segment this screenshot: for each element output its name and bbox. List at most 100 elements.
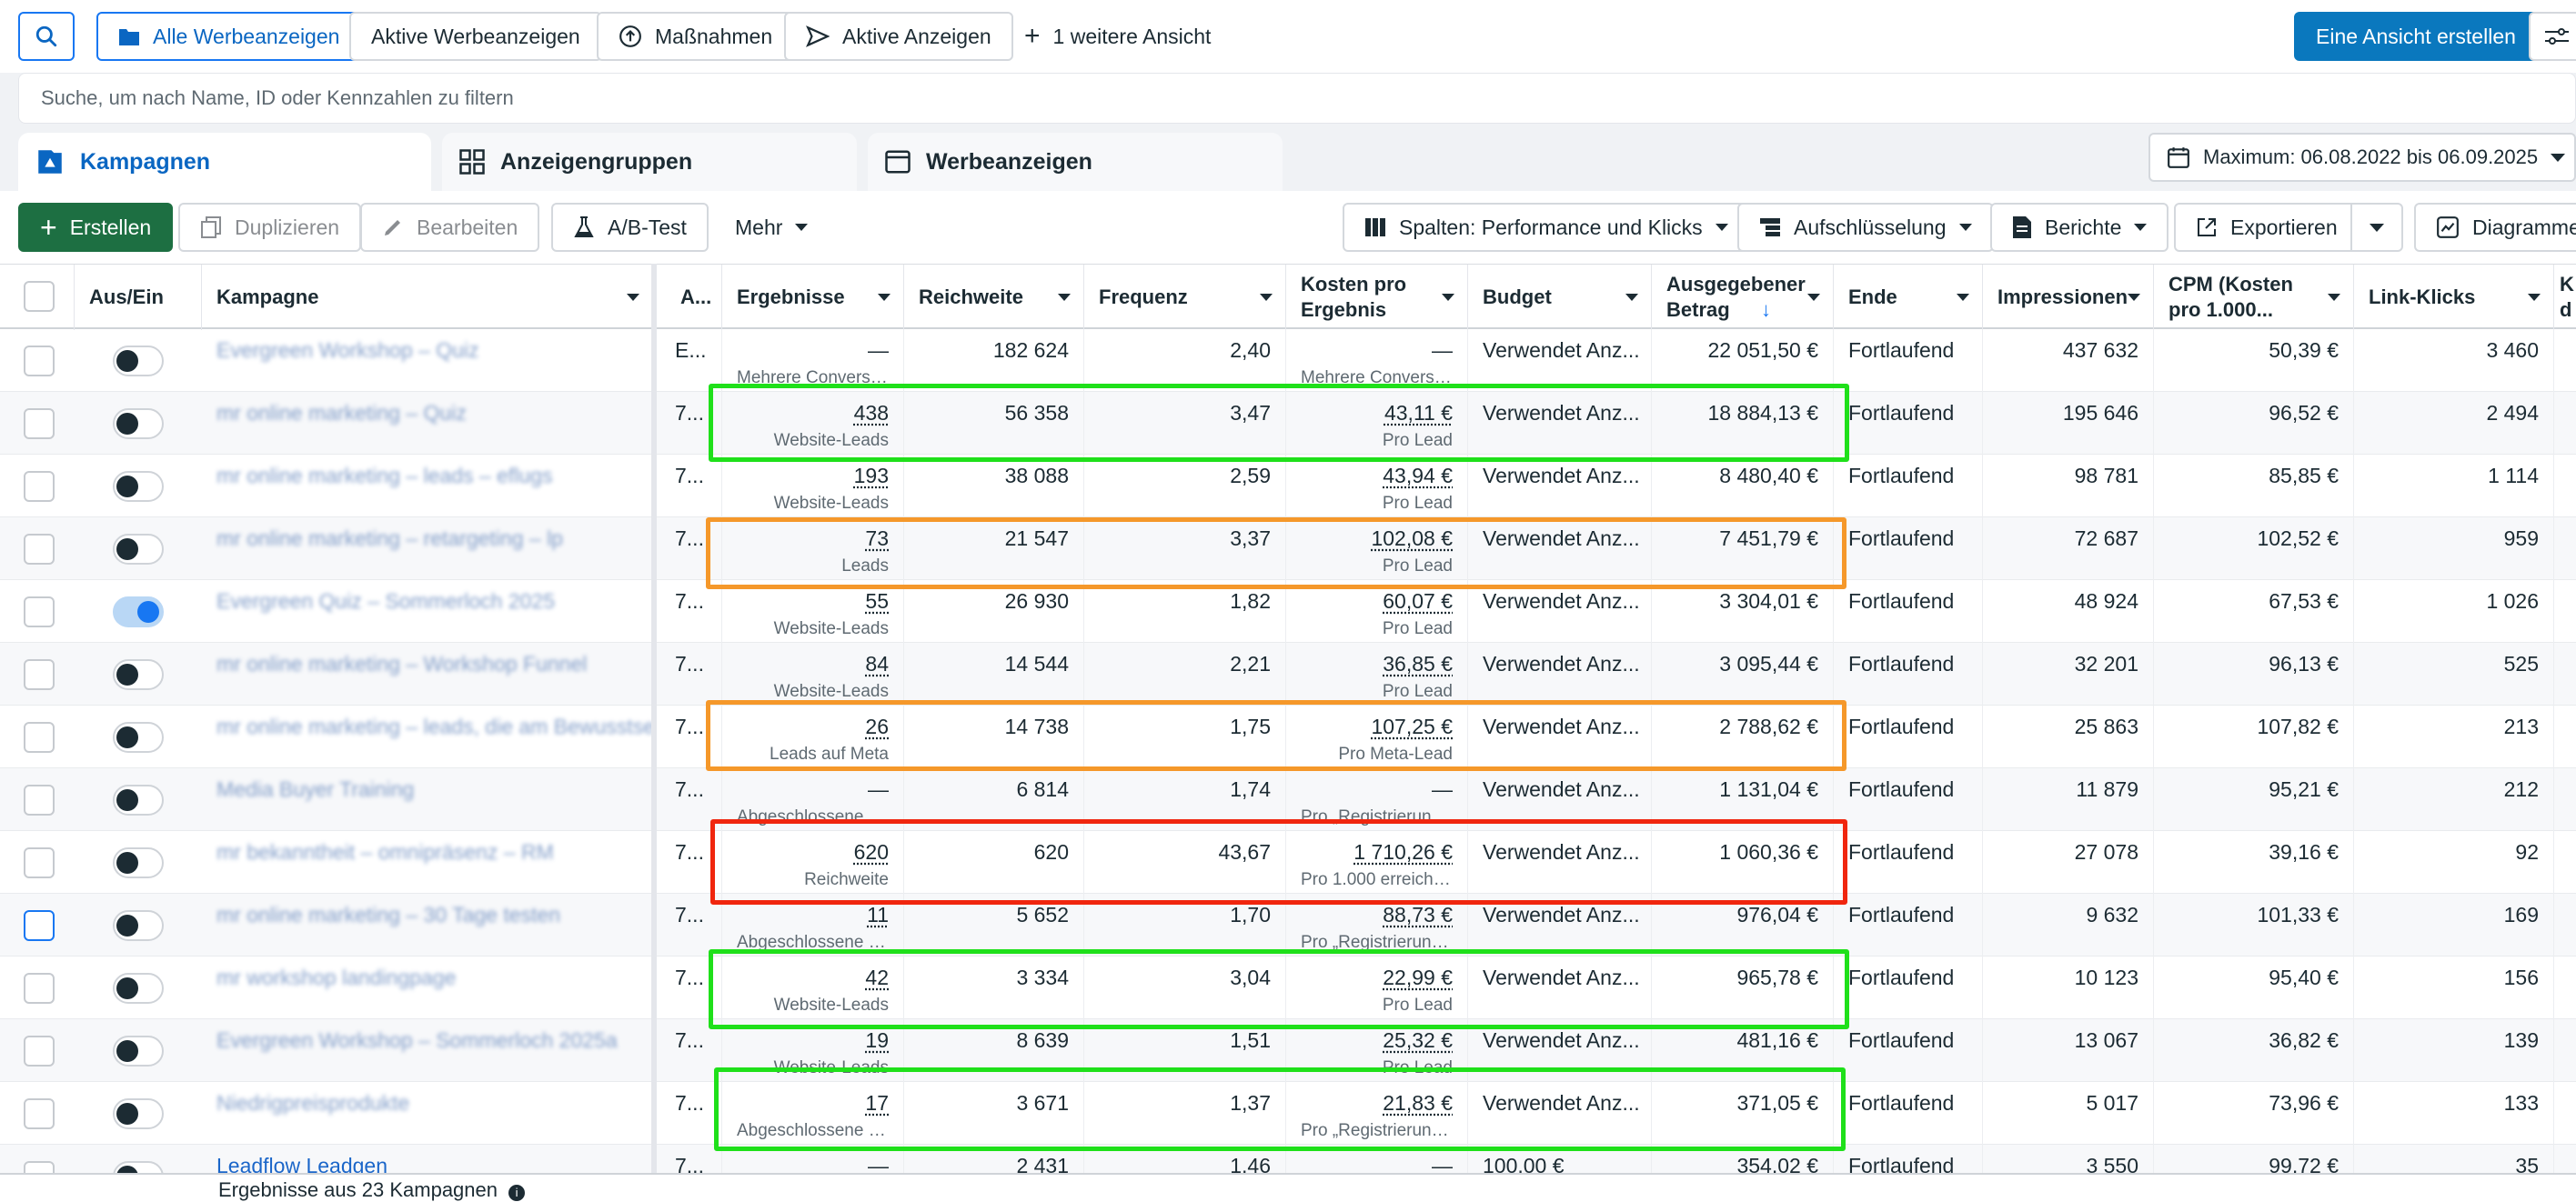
row-checkbox[interactable] <box>24 1098 55 1129</box>
duplicate-button[interactable]: Duplizieren <box>178 203 362 252</box>
header-results[interactable]: Ergebnisse <box>722 265 904 330</box>
ab-test-button[interactable]: A/B-Test <box>551 203 709 252</box>
date-range-picker[interactable]: Maximum: 06.08.2022 bis 06.09.2025 <box>2148 133 2576 182</box>
campaign-name-link[interactable]: Evergreen Workshop – Quiz <box>216 338 479 362</box>
table-row[interactable]: mr online marketing – Workshop Funnel 7..… <box>0 643 2576 706</box>
row-checkbox[interactable] <box>24 408 55 439</box>
charts-button[interactable]: Diagramme <box>2414 203 2576 252</box>
table-row[interactable]: mr bekanntheit – omnipräsenz – RM 7... 620… <box>0 831 2576 894</box>
table-row[interactable]: mr online marketing – leads – eflugs 7...… <box>0 455 2576 517</box>
breakdown-button[interactable]: Aufschlüsselung <box>1737 203 1994 252</box>
export-button[interactable]: Exportieren <box>2174 203 2360 252</box>
more-views-button[interactable]: + 1 weitere Ansicht <box>1002 12 1233 61</box>
campaign-toggle[interactable] <box>113 596 164 627</box>
campaign-name-link[interactable]: mr online marketing – leads – eflugs <box>216 464 553 487</box>
row-checkbox[interactable] <box>24 785 55 816</box>
row-checkbox[interactable] <box>24 596 55 627</box>
row-checkbox[interactable] <box>24 471 55 502</box>
export-dropdown[interactable] <box>2350 203 2403 252</box>
chevron-down-icon <box>1958 224 1972 231</box>
table-row[interactable]: Evergreen Quiz – Sommerloch 2025 7... 55 We… <box>0 580 2576 643</box>
header-a[interactable]: A... <box>657 265 722 330</box>
campaign-toggle[interactable] <box>113 534 164 565</box>
row-checkbox[interactable] <box>24 1036 55 1067</box>
header-frequency[interactable]: Frequenz <box>1084 265 1286 330</box>
view-actions[interactable]: Maßnahmen <box>597 12 795 61</box>
table-row[interactable]: mr online marketing – leads, die am Bewu… <box>0 706 2576 768</box>
header-spent[interactable]: Ausgegebener Betrag ↓ <box>1652 265 1834 330</box>
header-onoff[interactable]: Aus/Ein <box>75 265 202 330</box>
row-checkbox[interactable] <box>24 534 55 565</box>
row-checkbox[interactable] <box>24 910 55 941</box>
table-row[interactable]: mr online marketing – Quiz 7... 438 Website… <box>0 392 2576 455</box>
campaign-name-link[interactable]: Evergreen Workshop – Sommerloch 2025a <box>216 1028 618 1052</box>
create-button[interactable]: + Erstellen <box>18 203 174 252</box>
create-view-button[interactable]: Eine Ansicht erstellen <box>2294 12 2538 61</box>
campaign-name-link[interactable]: Media Buyer Training <box>216 777 415 801</box>
more-button[interactable]: Mehr <box>713 203 830 252</box>
select-all-checkbox[interactable] <box>24 281 55 312</box>
campaign-toggle[interactable] <box>113 1036 164 1067</box>
campaign-name-link[interactable]: mr workshop landingpage <box>216 966 457 989</box>
tab-ads[interactable]: Werbeanzeigen <box>868 133 1283 191</box>
campaign-name-link[interactable]: mr online marketing – leads, die am Bewu… <box>216 715 653 738</box>
campaign-name-link[interactable]: mr bekanntheit – omnipräsenz – RM <box>216 840 554 864</box>
table-row[interactable]: Media Buyer Training 7... — Abgeschlossene … <box>0 768 2576 831</box>
campaign-toggle[interactable] <box>113 973 164 1004</box>
cell-end-value: Fortlaufend <box>1848 589 1955 613</box>
reports-button[interactable]: Berichte <box>1990 203 2169 252</box>
campaign-toggle[interactable] <box>113 346 164 376</box>
campaign-name-link[interactable]: mr online marketing – Workshop Funnel <box>216 652 588 676</box>
filter-search-input[interactable]: Suche, um nach Name, ID oder Kennzahlen … <box>18 73 2576 124</box>
campaign-toggle[interactable] <box>113 471 164 502</box>
header-next[interactable]: K d <box>2554 265 2576 330</box>
view-active-ads-2[interactable]: Aktive Anzeigen <box>784 12 1013 61</box>
table-row[interactable]: Niedrigpreisprodukte 7... 17 Abgeschlossene… <box>0 1082 2576 1145</box>
tab-adsets[interactable]: Anzeigengruppen <box>442 133 857 191</box>
campaign-toggle[interactable] <box>113 408 164 439</box>
campaign-toggle[interactable] <box>113 847 164 878</box>
row-checkbox[interactable] <box>24 722 55 753</box>
tab-campaigns[interactable]: Kampagnen <box>18 133 431 191</box>
settings-button[interactable] <box>2529 12 2576 61</box>
header-campaign[interactable]: Kampagne <box>202 265 653 330</box>
row-checkbox[interactable] <box>24 973 55 1004</box>
campaign-name-link[interactable]: Niedrigpreisprodukte <box>216 1091 410 1115</box>
header-impressions[interactable]: Impressionen <box>1983 265 2154 330</box>
view-active-ads[interactable]: Aktive Werbeanzeigen <box>349 12 602 61</box>
view-all-ads[interactable]: Alle Werbeanzeigen <box>96 12 362 61</box>
campaign-toggle[interactable] <box>113 722 164 753</box>
header-end[interactable]: Ende <box>1834 265 1983 330</box>
row-checkbox[interactable] <box>24 659 55 690</box>
cell-res: 19 Website-Leads <box>722 1019 904 1082</box>
header-cpr[interactable]: Kosten pro Ergebnis <box>1286 265 1468 330</box>
view-all-ads-label: Alle Werbeanzeigen <box>153 24 340 48</box>
campaign-toggle[interactable] <box>113 910 164 941</box>
table-row[interactable]: mr online marketing – retargeting – lp 7.… <box>0 517 2576 580</box>
info-icon[interactable]: i <box>508 1185 526 1201</box>
row-checkbox[interactable] <box>24 346 55 376</box>
campaign-name-link[interactable]: mr online marketing – 30 Tage testen <box>216 903 561 927</box>
campaign-name-link[interactable]: mr online marketing – Quiz <box>216 401 467 425</box>
campaign-name-link[interactable]: mr online marketing – retargeting – lp <box>216 526 563 550</box>
cell-clicks: 213 <box>2354 706 2554 768</box>
header-reach[interactable]: Reichweite <box>904 265 1084 330</box>
table-row[interactable]: mr online marketing – 30 Tage testen 7...… <box>0 894 2576 957</box>
table-row[interactable]: Evergreen Workshop – Quiz E... — Mehrere Co… <box>0 329 2576 392</box>
cell-cpr: 107,25 € Pro Meta-Lead <box>1286 706 1468 768</box>
row-checkbox[interactable] <box>24 847 55 878</box>
campaign-toggle[interactable] <box>113 785 164 816</box>
campaign-toggle[interactable] <box>113 1098 164 1129</box>
search-button[interactable] <box>18 12 75 61</box>
header-budget[interactable]: Budget <box>1468 265 1652 330</box>
table-row[interactable]: mr workshop landingpage 7... 42 Website-Lea… <box>0 957 2576 1019</box>
table-row[interactable]: Evergreen Workshop – Sommerloch 2025a 7..… <box>0 1019 2576 1082</box>
campaign-name-link[interactable]: Evergreen Quiz – Sommerloch 2025 <box>216 589 556 613</box>
cell-budget: Verwendet Anz... <box>1468 706 1652 768</box>
header-cpm[interactable]: CPM (Kosten pro 1.000... <box>2154 265 2354 330</box>
header-clicks[interactable]: Link-Klicks <box>2354 265 2554 330</box>
campaign-toggle[interactable] <box>113 659 164 690</box>
columns-button[interactable]: Spalten: Performance und Klicks <box>1343 203 1750 252</box>
header-select-all[interactable] <box>0 265 75 330</box>
edit-button[interactable]: Bearbeiten <box>360 203 540 252</box>
